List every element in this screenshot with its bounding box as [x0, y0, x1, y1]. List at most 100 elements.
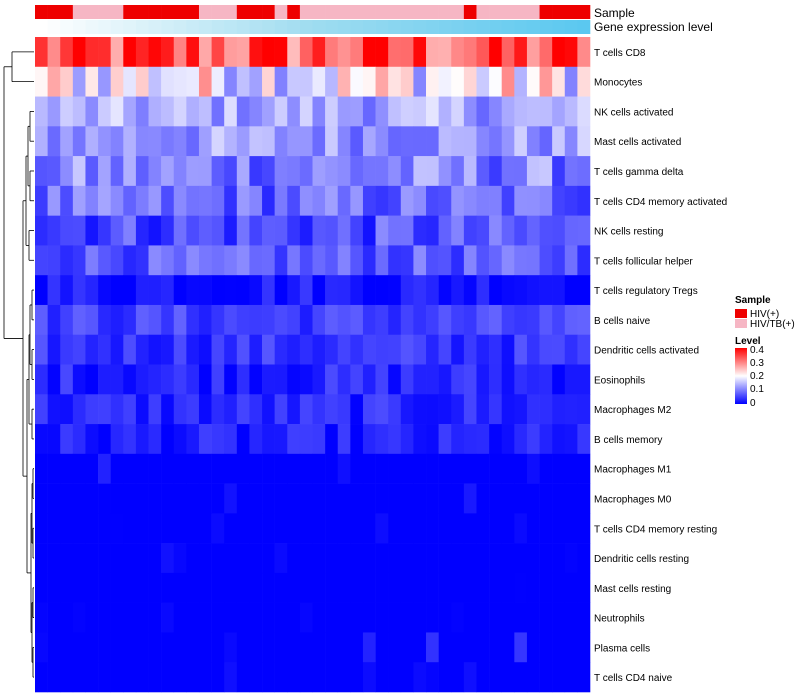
heatmap-cell	[287, 632, 301, 663]
heatmap-cell	[362, 424, 376, 455]
heatmap-cell	[85, 245, 99, 276]
heatmap-cell	[135, 96, 149, 127]
heatmap-cell	[413, 156, 427, 187]
row-label: NK cells resting	[594, 227, 663, 238]
heatmap-cell	[72, 572, 86, 603]
heatmap-cell	[123, 632, 137, 663]
heatmap-cell	[249, 334, 263, 365]
heatmap-cell	[362, 364, 376, 395]
heatmap-cell	[539, 662, 553, 693]
heatmap-cell	[262, 275, 275, 306]
heatmap-cell	[135, 543, 149, 574]
heatmap-cell	[438, 156, 452, 187]
heatmap-cell	[413, 245, 427, 276]
heatmap-cell	[85, 543, 99, 574]
heatmap-cell	[388, 364, 402, 395]
heatmap-cell	[501, 453, 515, 484]
heatmap-cell	[135, 572, 149, 603]
heatmap-cell	[47, 424, 61, 455]
heatmap-cell	[161, 394, 175, 425]
heatmap-cell	[135, 632, 149, 663]
heatmap-cell	[135, 245, 149, 276]
heatmap-cell	[577, 483, 591, 514]
heatmap-cell	[476, 394, 490, 425]
heatmap-cell	[236, 602, 250, 633]
heatmap-cell	[72, 334, 86, 365]
heatmap-cell	[438, 66, 452, 97]
heatmap-cell	[85, 453, 99, 484]
heatmap-cell	[287, 96, 301, 127]
heatmap-cell	[299, 245, 313, 276]
heatmap-cell	[350, 156, 364, 187]
heatmap-cell	[312, 572, 326, 603]
heatmap-cell	[489, 66, 503, 97]
heatmap-cell	[362, 66, 376, 97]
heatmap-cell	[198, 304, 212, 336]
sample-annotation-cell	[438, 5, 452, 19]
row-label: T cells gamma delta	[594, 167, 684, 178]
heatmap-cell	[60, 275, 74, 306]
heatmap-cell	[123, 602, 137, 633]
gene-level-annotation-cell	[173, 20, 187, 34]
sample-annotation-bar	[35, 5, 591, 19]
heatmap-cell	[72, 424, 86, 455]
heatmap-cell	[514, 453, 528, 484]
heatmap-cell	[274, 96, 288, 127]
gene-level-annotation-cell	[312, 20, 326, 34]
heatmap-cell	[135, 424, 149, 455]
gene-level-annotation-cell	[375, 20, 389, 34]
heatmap-cell	[463, 424, 477, 455]
heatmap-cell	[262, 66, 275, 97]
heatmap-cell	[501, 304, 515, 336]
heatmap-cell	[249, 424, 263, 455]
heatmap-cell	[564, 96, 578, 127]
heatmap-cell	[274, 66, 288, 97]
heatmap-cell	[249, 275, 263, 306]
heatmap-cell	[148, 632, 162, 663]
sample-annotation-cell	[198, 5, 212, 19]
heatmap-cell	[148, 304, 162, 336]
heatmap-cell	[47, 245, 61, 276]
heatmap-cell	[148, 334, 162, 365]
gene-level-annotation-cell	[325, 20, 339, 34]
heatmap-cell	[451, 126, 465, 157]
heatmap-cell	[514, 483, 528, 514]
legend-level-tick: 0.2	[750, 371, 764, 382]
heatmap-cell	[552, 66, 566, 97]
heatmap-cell	[426, 632, 439, 663]
heatmap-cell	[362, 513, 376, 544]
heatmap-cell	[514, 96, 528, 127]
heatmap-cell	[211, 37, 225, 68]
heatmap-cell	[35, 156, 48, 187]
heatmap-cell	[375, 126, 389, 157]
row-label: Neutrophils	[594, 614, 645, 625]
heatmap-cell	[337, 275, 351, 306]
heatmap-cell	[312, 394, 326, 425]
heatmap-cell	[186, 37, 200, 68]
heatmap-cell	[388, 185, 402, 216]
heatmap-cell	[539, 304, 553, 336]
heatmap-cell	[489, 572, 503, 603]
gene-level-annotation-cell	[224, 20, 238, 34]
heatmap-cell	[60, 632, 74, 663]
heatmap-cell	[249, 572, 263, 603]
heatmap-cell	[501, 126, 515, 157]
heatmap-cell	[350, 662, 364, 693]
heatmap-cell	[211, 602, 225, 633]
heatmap-cell	[161, 245, 175, 276]
heatmap-cell	[388, 334, 402, 365]
heatmap-cell	[337, 245, 351, 276]
heatmap-cell	[476, 602, 490, 633]
heatmap-cell	[173, 632, 187, 663]
heatmap-cell	[211, 543, 225, 574]
gene-level-annotation-cell	[262, 20, 275, 34]
heatmap-cell	[161, 453, 175, 484]
heatmap-cell	[451, 513, 465, 544]
heatmap-cell	[413, 662, 427, 693]
heatmap-cell	[325, 185, 339, 216]
heatmap-cell	[47, 602, 61, 633]
heatmap-cell	[47, 215, 61, 246]
heatmap-cell	[489, 37, 503, 68]
heatmap-cell	[224, 453, 238, 484]
sample-annotation-cell	[173, 5, 187, 19]
